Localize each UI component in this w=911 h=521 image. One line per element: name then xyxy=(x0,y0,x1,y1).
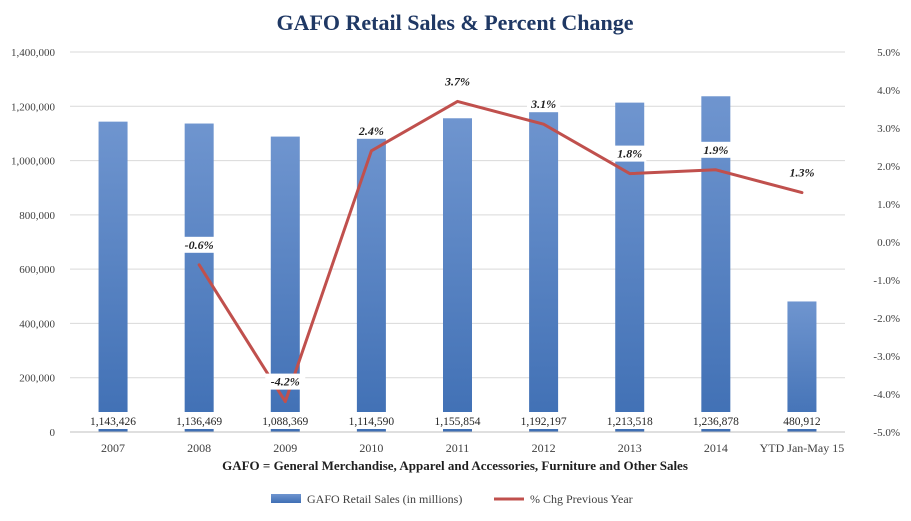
legend-bar-label: GAFO Retail Sales (in millions) xyxy=(307,492,462,506)
y-right-tick-label: -2.0% xyxy=(873,313,900,325)
line-value-label: 2.4% xyxy=(358,124,384,138)
y-right-tick-label: 4.0% xyxy=(877,85,900,97)
line-value-label: 3.1% xyxy=(530,97,556,111)
bar-value-label-box xyxy=(598,412,662,429)
y-left-tick-label: 400,000 xyxy=(19,318,55,330)
x-tick-label: 2007 xyxy=(101,441,125,455)
chart-subtitle: GAFO = General Merchandise, Apparel and … xyxy=(222,458,688,473)
bar-value-label: 1,088,369 xyxy=(262,416,308,428)
x-tick-label: YTD Jan-May 15 xyxy=(760,441,845,455)
bar-value-label-box xyxy=(776,412,827,429)
bar xyxy=(184,123,214,432)
line-value-label-box xyxy=(527,96,561,113)
bar xyxy=(98,121,128,433)
bar-value-label: 1,192,197 xyxy=(521,416,567,428)
bar-value-label-box xyxy=(426,412,489,429)
bar-value-label-box xyxy=(81,412,145,429)
y-right-tick-label: 0.0% xyxy=(877,237,900,249)
y-right-tick-label: -4.0% xyxy=(873,389,900,401)
line-value-label-box xyxy=(354,122,388,139)
axes: 0 200,000 400,000 600,000 800,000 1,000,000 1,… xyxy=(11,47,900,455)
x-tick-label: 2012 xyxy=(532,441,556,455)
y-left-tick-label: 800,000 xyxy=(19,210,55,222)
legend: GAFO Retail Sales (in millions) % Chg Pre… xyxy=(271,492,633,506)
line-value-label-box xyxy=(440,73,475,90)
line-value-label: 1.3% xyxy=(789,166,814,180)
y-right-tick-label: 1.0% xyxy=(877,199,900,211)
line-value-label: 3.7% xyxy=(444,74,470,88)
line-value-label-box xyxy=(699,141,733,158)
bar-value-label: 1,213,518 xyxy=(607,416,653,428)
y-left-tick-label: 1,400,000 xyxy=(11,47,56,59)
pct-change-line xyxy=(197,99,804,404)
y-right-tick-label: 5.0% xyxy=(877,47,900,59)
bar-value-label: 1,143,426 xyxy=(90,416,136,428)
line-value-label: -4.2% xyxy=(271,375,300,389)
x-tick-label: 2010 xyxy=(359,441,383,455)
bar-value-label: 480,912 xyxy=(783,416,821,428)
bar-value-label: 1,114,590 xyxy=(349,416,395,428)
x-tick-label: 2014 xyxy=(704,441,728,455)
y-right-tick-label: -1.0% xyxy=(873,275,900,287)
bar-value-label: 1,236,878 xyxy=(693,416,739,428)
legend-bar-swatch xyxy=(271,494,301,503)
y-left-tick-label: 1,200,000 xyxy=(11,101,56,113)
bar xyxy=(529,108,559,432)
legend-line-label: % Chg Previous Year xyxy=(530,492,633,506)
x-tick-label: 2013 xyxy=(618,441,642,455)
line-value-label-box xyxy=(265,373,306,390)
x-tick-label: 2009 xyxy=(273,441,297,455)
y-left-tick-label: 0 xyxy=(50,427,56,439)
y-right-tick-label: -3.0% xyxy=(873,351,900,363)
bar-value-label-box xyxy=(684,412,748,429)
line-value-label: 1.9% xyxy=(703,143,728,157)
bar-value-label-box xyxy=(167,412,231,429)
bar-series xyxy=(98,96,817,433)
bar-value-label-box xyxy=(512,412,575,429)
line-value-label: 1.8% xyxy=(617,147,642,161)
y-right-tick-label: 2.0% xyxy=(877,161,900,173)
bar-value-label: 1,155,854 xyxy=(435,416,481,428)
bar-value-label-box xyxy=(340,412,403,429)
y-left-tick-label: 200,000 xyxy=(19,373,55,385)
x-tick-label: 2008 xyxy=(187,441,211,455)
line-series xyxy=(197,99,804,404)
bar xyxy=(787,301,817,432)
y-left-tick-label: 1,000,000 xyxy=(11,156,56,168)
line-value-label: -0.6% xyxy=(185,238,214,252)
line-value-label-box xyxy=(785,164,819,181)
bar-value-label: 1,136,469 xyxy=(176,416,222,428)
bar xyxy=(356,129,386,432)
bar xyxy=(443,118,472,433)
x-tick-label: 2011 xyxy=(446,441,470,455)
y-left-tick-label: 600,000 xyxy=(19,264,55,276)
bar-value-label-box xyxy=(253,412,317,429)
line-value-label-box xyxy=(179,236,220,253)
y-right-tick-label: -5.0% xyxy=(873,427,900,439)
y-right-tick-label: 3.0% xyxy=(877,123,900,135)
line-value-label-box xyxy=(613,145,647,162)
data-labels: 1,143,426 1,136,469 1,088,369 1,114,590 1,15… xyxy=(81,73,827,429)
chart-title: GAFO Retail Sales & Percent Change xyxy=(276,10,633,35)
